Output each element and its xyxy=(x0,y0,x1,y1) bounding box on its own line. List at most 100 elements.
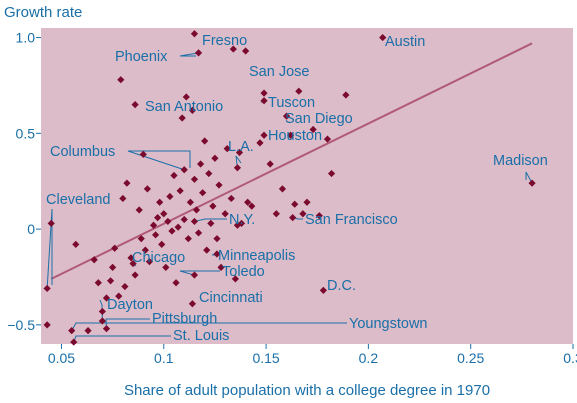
y-tick-label: 0 xyxy=(27,221,35,237)
data-point xyxy=(235,148,244,157)
data-point xyxy=(119,194,127,203)
data-point xyxy=(295,87,303,95)
point-n-y xyxy=(190,217,199,226)
data-point xyxy=(217,263,225,271)
point-st-louis xyxy=(70,338,78,346)
point-austin xyxy=(379,33,387,42)
label-toledo: Toledo xyxy=(222,264,265,280)
label-fresno: Fresno xyxy=(202,33,247,49)
data-point xyxy=(197,160,205,168)
data-point xyxy=(166,192,174,201)
data-point xyxy=(327,169,336,178)
point-houston xyxy=(260,131,268,139)
label-l-a: L.A. xyxy=(228,139,254,155)
data-point xyxy=(291,200,299,208)
data-point xyxy=(135,206,143,214)
label-pittsburgh: Pittsburgh xyxy=(152,311,217,327)
data-point xyxy=(111,244,119,252)
data-point xyxy=(194,229,203,237)
data-point xyxy=(168,227,176,235)
data-point xyxy=(211,154,219,162)
x-tick-label: 0.25 xyxy=(457,350,484,366)
leader-madison xyxy=(525,171,533,184)
leader-phoenix xyxy=(179,52,199,57)
data-point xyxy=(106,277,115,285)
label-columbus: Columbus xyxy=(50,144,115,160)
label-madison: Madison xyxy=(493,153,548,169)
data-point xyxy=(164,217,172,226)
data-point xyxy=(109,263,117,271)
data-point xyxy=(190,175,199,183)
leader-n-y xyxy=(194,218,227,222)
point-madison xyxy=(528,179,536,187)
data-point xyxy=(278,185,287,193)
point-columbus xyxy=(180,166,188,174)
point-cleveland xyxy=(43,284,51,293)
data-point xyxy=(242,47,250,55)
label-n-y: N.Y. xyxy=(229,212,255,228)
data-point xyxy=(170,171,178,180)
data-point xyxy=(172,279,180,287)
x-tick-label: 0.15 xyxy=(252,350,279,366)
data-point xyxy=(47,219,55,227)
data-point xyxy=(272,210,280,218)
data-point xyxy=(227,194,235,203)
data-point xyxy=(229,45,237,53)
trend-line xyxy=(50,42,533,280)
data-point xyxy=(145,258,154,266)
label-chicago: Chicago xyxy=(132,250,185,266)
label-minneapolis: Minneapolis xyxy=(218,248,295,264)
point-san-antonio xyxy=(131,101,139,109)
point-pittsburgh xyxy=(102,325,111,333)
data-point xyxy=(315,212,323,220)
data-point xyxy=(237,219,246,227)
y-tick-label: −0.5 xyxy=(7,317,35,333)
data-point xyxy=(72,240,80,249)
y-tick-label: 1.0 xyxy=(16,30,36,46)
leader-l-a xyxy=(235,155,242,168)
label-austin: Austin xyxy=(385,34,425,50)
data-point xyxy=(303,198,311,206)
data-point xyxy=(199,189,207,197)
leader-dayton xyxy=(99,299,103,322)
point-cincinnati xyxy=(188,300,197,308)
data-point xyxy=(248,202,256,210)
data-point xyxy=(121,282,129,291)
data-point xyxy=(160,210,168,218)
data-point xyxy=(139,150,147,158)
label-phoenix: Phoenix xyxy=(115,49,168,65)
data-point xyxy=(84,326,92,335)
point-minneapolis xyxy=(213,250,221,258)
data-point xyxy=(102,294,111,302)
leader-cleveland xyxy=(46,208,53,289)
data-point xyxy=(192,206,201,214)
data-point xyxy=(201,137,209,145)
x-tick-label: 0.1 xyxy=(154,350,174,366)
data-point xyxy=(117,76,125,84)
data-point xyxy=(207,219,215,227)
point-san-diego xyxy=(282,112,291,120)
data-point xyxy=(213,235,221,243)
data-point xyxy=(43,321,51,329)
data-point xyxy=(174,223,182,231)
point-toledo xyxy=(190,271,199,279)
data-point xyxy=(156,198,164,206)
label-cleveland: Cleveland xyxy=(46,192,111,208)
point-d-c xyxy=(319,286,327,294)
data-point xyxy=(188,106,197,114)
data-point xyxy=(158,240,166,249)
point-l-a xyxy=(233,164,242,172)
data-point xyxy=(98,307,106,316)
leader-columbus xyxy=(127,150,191,171)
data-point xyxy=(141,246,149,254)
data-point xyxy=(115,292,123,300)
data-point xyxy=(299,210,307,218)
data-point xyxy=(143,185,151,193)
data-point xyxy=(90,256,98,264)
data-point xyxy=(127,254,135,262)
x-tick-label: 0.05 xyxy=(48,350,75,366)
label-youngstown: Youngstown xyxy=(349,316,427,332)
leader-toledo xyxy=(179,270,220,276)
data-point xyxy=(94,279,102,287)
